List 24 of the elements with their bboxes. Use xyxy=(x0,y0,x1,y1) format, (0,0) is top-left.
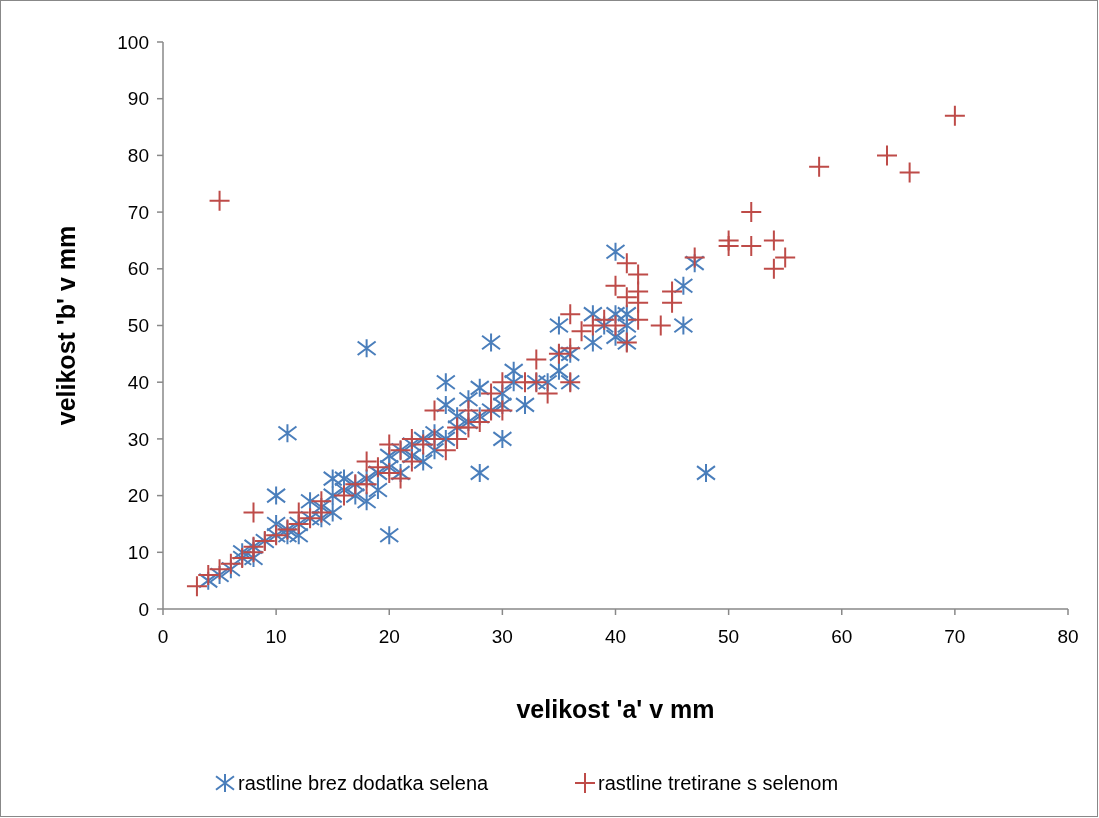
x-tick-label: 70 xyxy=(944,626,966,647)
y-axis-title: velikost 'b' v mm xyxy=(52,225,80,426)
y-tick-label: 60 xyxy=(127,258,149,280)
y-tick-label: 30 xyxy=(127,428,149,450)
x-tick-label: 20 xyxy=(378,626,400,647)
y-tick-label: 80 xyxy=(127,145,149,167)
y-tick-label: 20 xyxy=(127,485,149,507)
x-axis-title: velikost 'a' v mm xyxy=(516,695,715,723)
y-tick-label: 100 xyxy=(117,31,149,53)
x-tick-label: 10 xyxy=(265,626,287,647)
y-tick-label: 50 xyxy=(127,315,149,337)
legend-label: rastline tretirane s selenom xyxy=(598,772,839,794)
y-tick-label: 70 xyxy=(127,201,149,223)
y-tick-label: 10 xyxy=(127,541,149,563)
x-tick-label: 60 xyxy=(831,626,853,647)
x-tick-label: 50 xyxy=(718,626,740,647)
x-tick-label: 40 xyxy=(604,626,627,647)
x-tick-label: 30 xyxy=(491,626,513,647)
y-tick-label: 90 xyxy=(127,88,149,110)
x-tick-label: 0 xyxy=(157,626,169,647)
y-tick-label: 0 xyxy=(138,598,149,620)
x-tick-label: 80 xyxy=(1057,626,1079,647)
y-tick-label: 40 xyxy=(127,371,149,393)
legend-label: rastline brez dodatka selena xyxy=(238,772,490,794)
